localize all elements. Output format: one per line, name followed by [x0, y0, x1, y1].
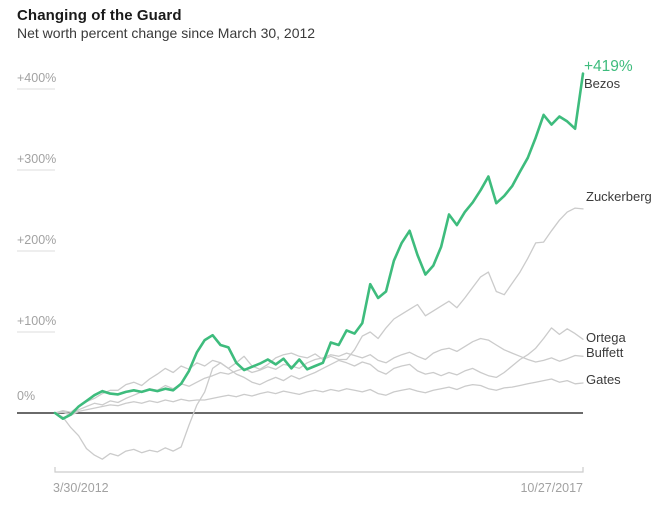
- line-label-bezos: Bezos: [584, 76, 621, 91]
- series-line-gates: [54, 378, 584, 417]
- grid-ticks: [17, 88, 55, 333]
- x-axis-label-start: 3/30/2012: [53, 481, 109, 495]
- x-axis-line: [54, 467, 584, 473]
- y-tick-label-400: +400%: [17, 71, 57, 85]
- x-axis-label-end: 10/27/2017: [520, 481, 583, 495]
- line-label-zuckerberg: Zuckerberg: [586, 189, 652, 204]
- series-line-zuckerberg: [54, 207, 584, 460]
- y-tick-label-200: +200%: [17, 233, 57, 247]
- series-line-bezos: [53, 72, 585, 421]
- line-label-buffett: Buffett: [586, 345, 624, 360]
- y-tick-label-300: +300%: [17, 152, 57, 166]
- line-label-ortega: Ortega: [586, 330, 626, 345]
- series-lines: [53, 72, 585, 460]
- series-line-ortega: [54, 327, 584, 414]
- bezos-end-value-annotation: +419%: [584, 58, 633, 75]
- y-tick-label-0: 0%: [17, 389, 36, 403]
- chart-subtitle: Net worth percent change since March 30,…: [17, 25, 316, 41]
- chart-title: Changing of the Guard: [17, 7, 182, 24]
- line-label-gates: Gates: [586, 372, 621, 387]
- y-tick-label-100: +100%: [17, 314, 57, 328]
- series-line-buffett: [54, 337, 584, 416]
